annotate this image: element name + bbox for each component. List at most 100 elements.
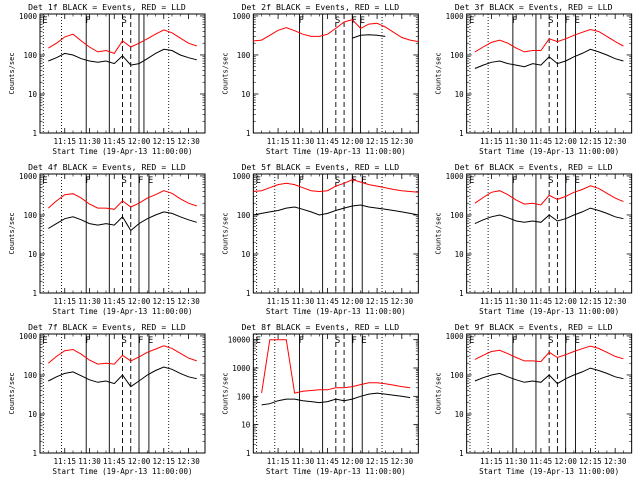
x-tick-label: 12:15 (152, 457, 175, 466)
x-tick-label: 12:30 (604, 137, 627, 146)
x-tick-label: 11:30 (78, 297, 101, 306)
time-marker-label: E (256, 336, 261, 346)
y-tick-label: 1000 (232, 172, 251, 181)
x-axis-label: Start Time (19-Apr-13 11:00:00) (266, 467, 406, 476)
y-tick-label: 100 (23, 371, 37, 380)
time-marker-label: S (122, 336, 127, 346)
x-tick-label: 11:15 (267, 137, 290, 146)
time-marker-label: F (512, 176, 517, 186)
series-line-lld (47, 345, 197, 365)
y-tick-label: 10 (455, 410, 465, 419)
x-tick-label: 11:30 (292, 137, 315, 146)
x-tick-label: 12:15 (579, 457, 602, 466)
x-tick-label: 12:15 (366, 457, 389, 466)
series-line-lld (253, 179, 419, 193)
x-axis-label: Start Time (19-Apr-13 11:00:00) (53, 467, 193, 476)
panel-det-1: Det 1f BLACK = Events, RED = LLD 1 10 100 10… (8, 2, 206, 156)
x-tick-label: 11:15 (480, 137, 503, 146)
series-line-events (48, 211, 197, 232)
y-tick-label: 1 (246, 449, 251, 458)
time-marker-label: E (42, 336, 47, 346)
x-tick-label: 12:00 (341, 137, 364, 146)
y-tick-label: 10 (455, 90, 465, 99)
x-tick-label: 11:45 (103, 457, 126, 466)
y-tick-label: 1000 (446, 332, 465, 341)
y-axis-label: Counts/sec (221, 212, 229, 254)
x-tick-label: 11:45 (530, 297, 553, 306)
time-marker-label: F (138, 176, 143, 186)
x-axis-label: Start Time (19-Apr-13 11:00:00) (479, 307, 619, 316)
y-tick-label: 100 (23, 51, 37, 60)
series-line-lld (474, 345, 624, 363)
series-line-events (261, 392, 411, 406)
y-tick-label: 1000 (446, 12, 465, 21)
time-marker-label: F (351, 336, 356, 346)
time-marker-label: F (299, 336, 304, 346)
y-tick-label: 10 (28, 250, 38, 259)
x-tick-label: 12:00 (128, 297, 151, 306)
y-tick-label: 1000 (232, 12, 251, 21)
x-tick-label: 11:45 (316, 137, 339, 146)
y-axis-label: Counts/sec (435, 212, 443, 254)
y-tick-label: 10 (241, 250, 251, 259)
y-axis-label: Counts/sec (221, 372, 229, 414)
time-marker-label: S (335, 336, 340, 346)
x-tick-label: 12:15 (366, 297, 389, 306)
y-tick-label: 100 (237, 211, 251, 220)
time-marker-label: E (361, 336, 366, 346)
panel-det-7: Det 7f BLACK = Events, RED = LLD 1 10 100 10… (8, 322, 206, 476)
panel-det-3: Det 3f BLACK = Events, RED = LLD 1 10 100 10… (435, 2, 633, 156)
panel-title: Det 7f BLACK = Events, RED = LLD (28, 322, 186, 332)
panel-title: Det 5f BLACK = Events, RED = LLD (241, 162, 399, 172)
y-tick-label: 1000 (19, 332, 38, 341)
y-tick-label: 1000 (232, 364, 251, 373)
x-tick-label: 11:30 (505, 297, 528, 306)
series-line-events (352, 34, 386, 39)
panel-title: Det 1f BLACK = Events, RED = LLD (28, 2, 186, 12)
y-axis-label: Counts/sec (8, 372, 16, 414)
panel-title: Det 9f BLACK = Events, RED = LLD (455, 322, 613, 332)
y-tick-label: 10 (241, 421, 251, 430)
x-tick-label: 12:30 (177, 457, 200, 466)
time-marker-label: E (575, 336, 580, 346)
x-tick-label: 11:15 (480, 457, 503, 466)
x-tick-label: 12:00 (341, 457, 364, 466)
time-marker-label: E (42, 16, 47, 26)
y-axis-label: Counts/sec (435, 52, 443, 94)
y-axis-label: Counts/sec (435, 372, 443, 414)
x-tick-label: 11:15 (53, 137, 76, 146)
y-tick-label: 1 (459, 449, 464, 458)
panel-title: Det 4f BLACK = Events, RED = LLD (28, 162, 186, 172)
x-tick-label: 11:30 (292, 457, 315, 466)
y-tick-label: 10 (28, 90, 38, 99)
time-marker-label: F (85, 176, 90, 186)
time-marker-label: E (469, 336, 474, 346)
x-tick-label: 11:15 (480, 297, 503, 306)
x-tick-label: 11:30 (292, 297, 315, 306)
x-tick-label: 11:45 (103, 137, 126, 146)
x-axis-label: Start Time (19-Apr-13 11:00:00) (266, 307, 406, 316)
x-tick-label: 12:00 (554, 457, 577, 466)
y-tick-label: 100 (450, 211, 464, 220)
time-marker-label: E (360, 16, 365, 26)
series-line-lld (48, 29, 197, 55)
panel-det-9: Det 9f BLACK = Events, RED = LLD 1 10 100 10… (435, 322, 633, 476)
y-axis-label: Counts/sec (8, 212, 16, 254)
x-tick-label: 11:15 (53, 297, 76, 306)
y-tick-label: 1 (459, 129, 464, 138)
time-marker-label: S (122, 16, 127, 26)
y-tick-label: 1000 (19, 12, 38, 21)
x-axis-label: Start Time (19-Apr-13 11:00:00) (479, 147, 619, 156)
time-marker-label: E (148, 176, 153, 186)
time-marker-label: E (469, 16, 474, 26)
time-marker-label: E (148, 336, 153, 346)
y-tick-label: 1 (32, 129, 37, 138)
time-marker-label: F (512, 16, 517, 26)
panel-det-6: Det 6f BLACK = Events, RED = LLD 1 10 100 10… (435, 162, 633, 316)
y-tick-label: 1 (32, 449, 37, 458)
x-tick-label: 11:30 (505, 137, 528, 146)
time-marker-label: S (548, 336, 553, 346)
series-line-events (474, 367, 624, 385)
panel-det-2: Det 2f BLACK = Events, RED = LLD 1 10 100 10… (221, 2, 419, 156)
